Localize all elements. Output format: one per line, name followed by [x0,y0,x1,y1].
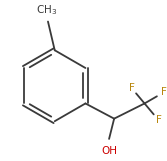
Text: F: F [129,83,134,93]
Text: F: F [161,87,166,97]
Text: F: F [156,115,162,125]
Text: OH: OH [101,146,117,156]
Text: CH$_3$: CH$_3$ [36,4,57,17]
